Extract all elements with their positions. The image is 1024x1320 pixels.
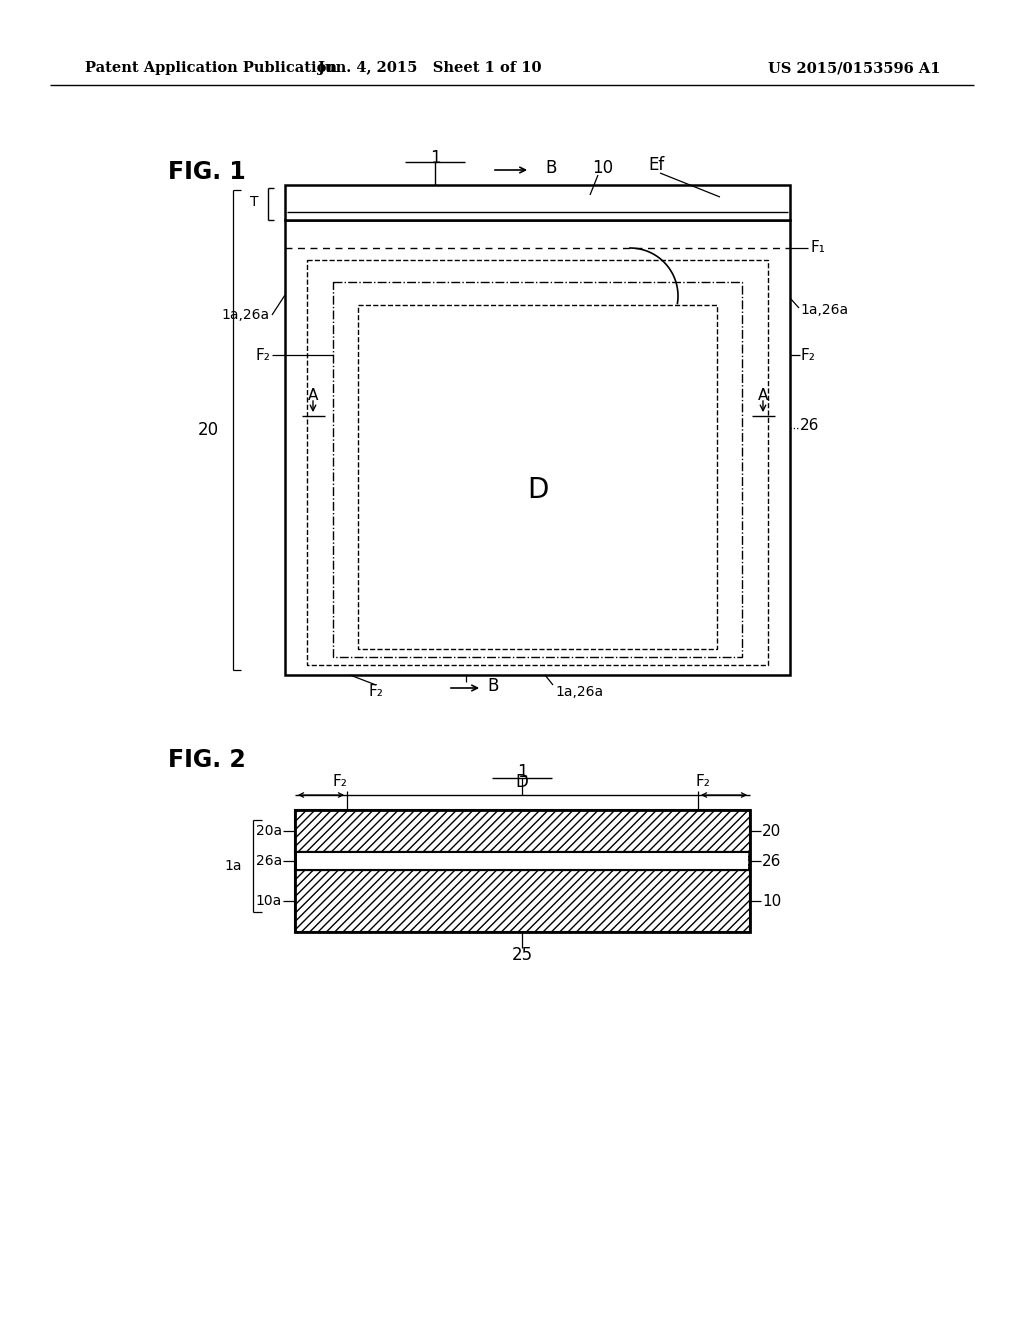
Text: B: B — [487, 677, 499, 696]
Text: 26a: 26a — [256, 854, 282, 869]
Text: Ef: Ef — [648, 156, 665, 174]
Text: 20: 20 — [762, 824, 781, 838]
Text: F₂: F₂ — [695, 775, 711, 789]
Text: 26: 26 — [762, 854, 781, 869]
Bar — [307, 260, 768, 665]
Bar — [295, 810, 750, 932]
Text: Jun. 4, 2015   Sheet 1 of 10: Jun. 4, 2015 Sheet 1 of 10 — [318, 61, 542, 75]
Text: D: D — [527, 477, 549, 504]
Bar — [295, 851, 750, 870]
Text: 1: 1 — [517, 763, 527, 781]
Text: 20: 20 — [198, 421, 218, 440]
Text: 1a,26a: 1a,26a — [555, 685, 603, 700]
Text: US 2015/0153596 A1: US 2015/0153596 A1 — [768, 61, 940, 75]
Bar — [285, 220, 790, 675]
Bar — [297, 853, 748, 869]
Text: 10a: 10a — [256, 894, 282, 908]
Bar — [333, 282, 742, 657]
Text: FIG. 2: FIG. 2 — [168, 748, 246, 772]
Text: 1a,26a: 1a,26a — [222, 308, 270, 322]
Text: 1a: 1a — [224, 859, 242, 873]
Text: 25: 25 — [511, 946, 532, 964]
Text: A: A — [758, 388, 768, 403]
Text: B: B — [545, 158, 556, 177]
Text: 1a,26a: 1a,26a — [800, 304, 848, 317]
Bar — [285, 185, 790, 220]
Text: A: A — [308, 388, 318, 403]
Bar — [295, 870, 750, 932]
Text: F₂: F₂ — [800, 347, 815, 363]
Text: 20a: 20a — [256, 824, 282, 838]
Text: F₂: F₂ — [255, 347, 270, 363]
Text: 26: 26 — [800, 417, 819, 433]
Bar — [358, 305, 717, 649]
Text: FIG. 1: FIG. 1 — [168, 160, 246, 183]
Text: T: T — [251, 195, 259, 209]
Text: D: D — [515, 774, 528, 791]
Text: Patent Application Publication: Patent Application Publication — [85, 61, 337, 75]
Text: F₂: F₂ — [369, 685, 383, 700]
Text: F₁: F₁ — [810, 240, 825, 256]
Text: 10: 10 — [762, 894, 781, 908]
Text: F₂: F₂ — [333, 775, 347, 789]
Text: 10: 10 — [592, 158, 613, 177]
Bar — [295, 810, 750, 851]
Text: 1: 1 — [430, 149, 440, 168]
